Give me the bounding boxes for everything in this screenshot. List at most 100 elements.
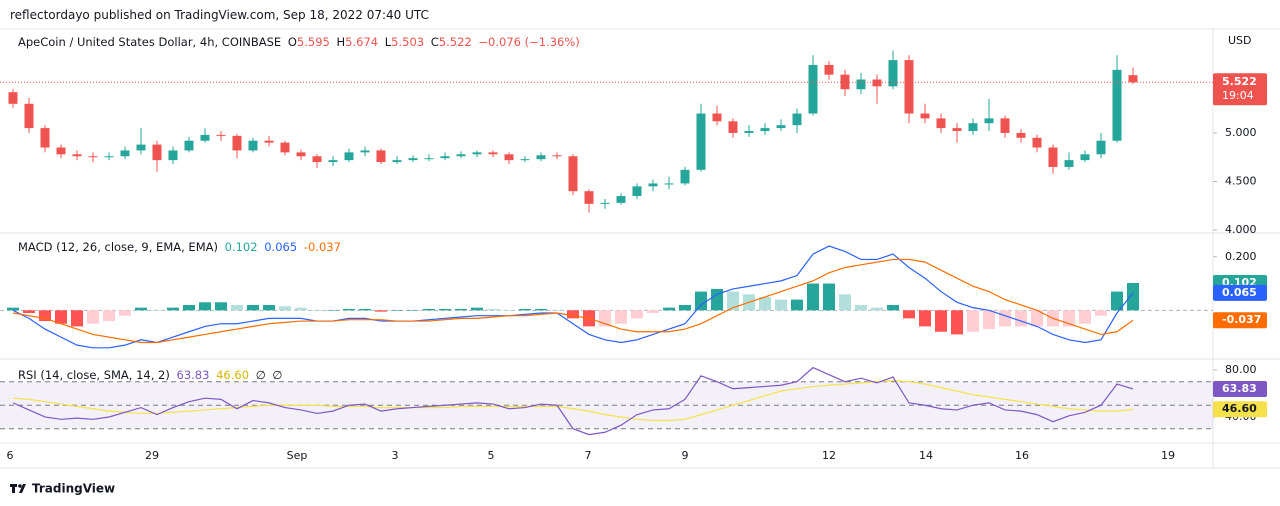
histogram-bar [135, 307, 147, 311]
rsi-ma-line [12, 379, 1134, 422]
histogram-bar [631, 310, 643, 319]
histogram-bar [839, 294, 851, 311]
histogram-bar [759, 296, 771, 311]
histogram-bar [247, 304, 259, 311]
candle-body [536, 155, 546, 160]
histogram-bar [311, 310, 323, 311]
ohlc-key: C [430, 35, 439, 49]
candle-body [872, 79, 882, 87]
x-tick-label: 9 [682, 449, 689, 462]
header: reflectordayo published on TradingView.c… [10, 8, 429, 22]
histogram-bar [1015, 310, 1027, 327]
signal-last-label: -0.037 [1222, 313, 1261, 326]
histogram-bar [935, 310, 947, 332]
signal-last-label-bg [1213, 312, 1267, 329]
histogram-bar [455, 308, 467, 311]
histogram-bar [183, 304, 195, 311]
ohlc-value: 5.522 [438, 35, 472, 49]
ohlc-key: H [336, 35, 346, 49]
candle-body [392, 160, 402, 163]
candle-body [936, 118, 946, 129]
ohlc-key: L [384, 35, 392, 49]
candle-body [296, 152, 306, 157]
candle-body [376, 150, 386, 163]
histogram-bar [375, 310, 387, 312]
candle-body [440, 156, 450, 159]
histogram-bar [887, 304, 899, 311]
histogram-bar [647, 310, 659, 314]
candle-body [600, 202, 610, 204]
histogram-bar [567, 310, 579, 319]
candle-body [568, 156, 578, 192]
histogram-bar [327, 310, 339, 311]
candle-body [760, 128, 770, 131]
candle-body [312, 156, 322, 163]
candle-body [56, 147, 66, 155]
histogram-bar [503, 310, 515, 311]
y-tick-label: 80.00 [1225, 363, 1257, 376]
histogram-bar [967, 310, 979, 332]
histogram-bar [55, 310, 67, 324]
x-tick-label: 12 [822, 449, 836, 462]
histogram-bar [871, 307, 883, 311]
candle-body [472, 152, 482, 155]
histogram-bar [471, 307, 483, 311]
histogram-bar [423, 308, 435, 311]
candle-body [152, 144, 162, 161]
candle-body [856, 79, 866, 90]
candle-body [696, 113, 706, 170]
candle-body [728, 121, 738, 133]
candle-body [424, 158, 434, 160]
histogram-bar [807, 283, 819, 311]
change: −0.076 (−1.36%) [478, 35, 580, 49]
candle-body [136, 144, 146, 151]
candle-body [248, 140, 258, 151]
candle-body [504, 154, 514, 161]
ohlc-value: 5.674 [345, 35, 379, 49]
rsi-last-label: 63.83 [1222, 382, 1257, 395]
indicator-title: RSI (14, close, SMA, 14, 2) [18, 368, 170, 382]
x-tick-label: 7 [585, 449, 592, 462]
candle-body [984, 118, 994, 124]
countdown: 19:04 [1222, 89, 1254, 102]
histogram-bar [87, 310, 99, 324]
histogram-bar [279, 306, 291, 311]
histogram-bar [487, 308, 499, 311]
candle-body [680, 169, 690, 184]
candle-body [520, 159, 530, 161]
histogram-bar [151, 310, 163, 311]
candle-body [216, 134, 226, 136]
candle-body [632, 186, 642, 197]
histogram-bar [999, 310, 1011, 327]
x-tick-label: 5 [488, 449, 495, 462]
candle-body [1128, 75, 1138, 83]
price-legend: ApeCoin / United States Dollar, 4h, COIN… [18, 35, 583, 49]
x-tick-label: 3 [392, 449, 399, 462]
rsi-line [12, 366, 1134, 436]
candle-body [344, 152, 354, 161]
candle-body [840, 74, 850, 90]
macd-legend: MACD (12, 26, close, 9, EMA, EMA) 0.102 … [18, 240, 344, 254]
logo [10, 484, 26, 493]
indicator-title: MACD (12, 26, close, 9, EMA, EMA) [18, 240, 218, 254]
legend-value: ∅ [255, 368, 266, 382]
candle-body [904, 60, 914, 114]
ohlc-value: 5.503 [391, 35, 425, 49]
x-tick-label: 19 [1161, 449, 1175, 462]
rsi-last-label-bg [1213, 380, 1267, 397]
histogram-bar [519, 308, 531, 311]
histogram-bar [263, 304, 275, 311]
ohlc-key: O [287, 35, 297, 49]
candle-body [1048, 147, 1058, 167]
x-tick-label: 16 [1015, 449, 1029, 462]
histogram-bar [295, 307, 307, 311]
histogram-bar [39, 310, 51, 322]
ohlc-value: 5.595 [296, 35, 330, 49]
candle-body [1080, 154, 1090, 161]
ma-last-label: 46.60 [1222, 402, 1257, 415]
histogram-bar [663, 307, 675, 311]
candle-body [488, 152, 498, 155]
candle-body [280, 142, 290, 153]
legend-value: ∅ [272, 368, 283, 382]
histogram-bar [231, 304, 243, 311]
